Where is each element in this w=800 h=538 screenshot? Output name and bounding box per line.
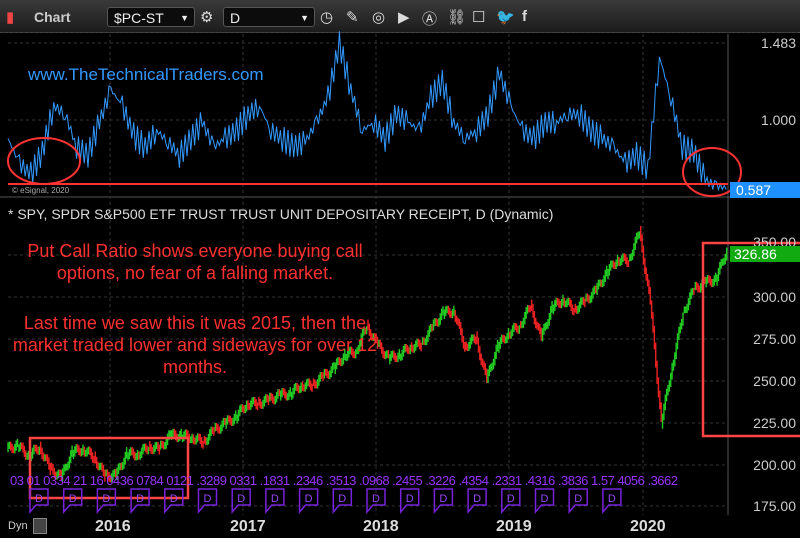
- annotation-text-1: Put Call Ratio shows everyone buying cal…: [27, 241, 363, 283]
- alert-icon[interactable]: Ⓐ: [422, 11, 438, 28]
- dividend-marker-label: D: [237, 493, 245, 505]
- link-icon[interactable]: ⛓: [447, 9, 467, 26]
- annotation-ellipse-right: [682, 147, 742, 197]
- dividend-marker[interactable]: [467, 488, 487, 515]
- dividend-marker-label: D: [473, 493, 481, 505]
- dividend-marker[interactable]: [231, 488, 251, 515]
- dividend-marker-label: D: [136, 493, 144, 505]
- dividend-marker-label: D: [35, 493, 43, 505]
- interval-value: D: [230, 10, 241, 26]
- twitter-icon[interactable]: 🐦: [496, 9, 515, 26]
- dividend-marker[interactable]: [602, 488, 622, 515]
- dividend-marker-label: D: [406, 493, 414, 505]
- comment-icon[interactable]: ☐: [472, 9, 486, 26]
- dividend-marker-label: D: [204, 493, 212, 505]
- dividend-marker-label: D: [271, 493, 279, 505]
- dividend-marker[interactable]: [197, 488, 218, 515]
- dividend-marker[interactable]: [298, 488, 319, 515]
- toolbar: ▮ Chart $PC-ST ▼ ⚙ D ▼ ◷ ✎ ◎ ▶ Ⓐ ⛓ ☐ 🐦 f: [0, 0, 800, 33]
- annotation-ellipse-left: [7, 137, 81, 185]
- year-label: 2020: [630, 518, 666, 535]
- year-label: 2018: [363, 518, 399, 535]
- symbol-input[interactable]: $PC-ST ▼: [107, 7, 195, 27]
- dividend-marker[interactable]: [96, 488, 117, 515]
- pc-ratio-line: [7, 31, 727, 192]
- copyright: © eSignal, 2020: [12, 186, 70, 195]
- dividend-marker-label: D: [170, 493, 178, 505]
- pc-axis-label: 1.000: [760, 112, 796, 128]
- pc-last-value-badge: 0.587: [730, 182, 800, 198]
- dividend-marker[interactable]: [433, 488, 454, 515]
- chart-logo-icon: ▮: [6, 9, 15, 26]
- dividend-marker[interactable]: [534, 488, 555, 515]
- dividend-marker-label: D: [574, 493, 582, 505]
- spy-axis-label: 300.00: [753, 289, 796, 305]
- annotation-rect-2020: [701, 241, 800, 438]
- pencil-icon[interactable]: ✎: [346, 9, 359, 26]
- year-label: 2016: [95, 518, 131, 535]
- spy-axis-label: 225.00: [753, 415, 796, 431]
- dividend-marker[interactable]: [366, 488, 386, 515]
- spy-axis-label: 275.00: [753, 331, 796, 347]
- dividend-marker[interactable]: [164, 488, 184, 515]
- year-label: 2017: [230, 518, 266, 535]
- dividend-marker-label: D: [541, 493, 549, 505]
- clock-icon[interactable]: ◷: [320, 9, 334, 26]
- dividend-marker[interactable]: [265, 488, 285, 515]
- dividend-marker-label: D: [338, 493, 346, 505]
- dividend-marker-label: D: [305, 493, 313, 505]
- study-icon[interactable]: ◎: [372, 9, 386, 26]
- settings-icon[interactable]: ⚙: [200, 9, 214, 26]
- dividend-marker[interactable]: [130, 488, 150, 515]
- spy-axis-label: 250.00: [753, 373, 796, 389]
- symbol-value: $PC-ST: [114, 10, 164, 26]
- dividend-marker[interactable]: [399, 488, 420, 515]
- watermark: www.TheTechnicalTraders.com: [28, 65, 264, 84]
- dividend-marker-label: D: [69, 493, 77, 505]
- dividend-marker-label: D: [608, 493, 616, 505]
- facebook-icon[interactable]: f: [522, 8, 527, 25]
- spy-last-value-badge: 326.86: [730, 246, 800, 262]
- dividend-marker[interactable]: [568, 488, 588, 515]
- annotation-text-2: Last time we saw this it was 2015, then …: [12, 313, 378, 377]
- dyn-label: Dyn: [8, 520, 28, 532]
- interval-select[interactable]: D ▼: [223, 7, 315, 27]
- chart-title: Chart: [34, 9, 71, 25]
- dividend-marker-label: D: [102, 493, 110, 505]
- annotation-rect-2015: [28, 436, 190, 500]
- dividend-marker[interactable]: [332, 488, 353, 515]
- year-label: 2019: [496, 518, 532, 535]
- dividend-values: 03 01 0334 21 16 0436 0784 0121 .3289 03…: [10, 473, 678, 488]
- play-icon[interactable]: ▶: [398, 9, 410, 26]
- dividend-marker[interactable]: [29, 488, 49, 515]
- dividend-marker[interactable]: [501, 488, 521, 515]
- spy-title: * SPY, SPDR S&P500 ETF TRUST TRUST UNIT …: [8, 206, 554, 222]
- spy-axis-label: 200.00: [753, 457, 796, 473]
- dividend-marker-label: D: [507, 493, 515, 505]
- dividend-marker-label: D: [372, 493, 380, 505]
- spy-axis-label: 175.00: [753, 498, 796, 514]
- dividend-marker-label: D: [439, 493, 447, 505]
- lock-icon[interactable]: [33, 518, 47, 534]
- dividend-marker[interactable]: [62, 488, 83, 515]
- pc-axis-label: 1.483: [760, 35, 796, 51]
